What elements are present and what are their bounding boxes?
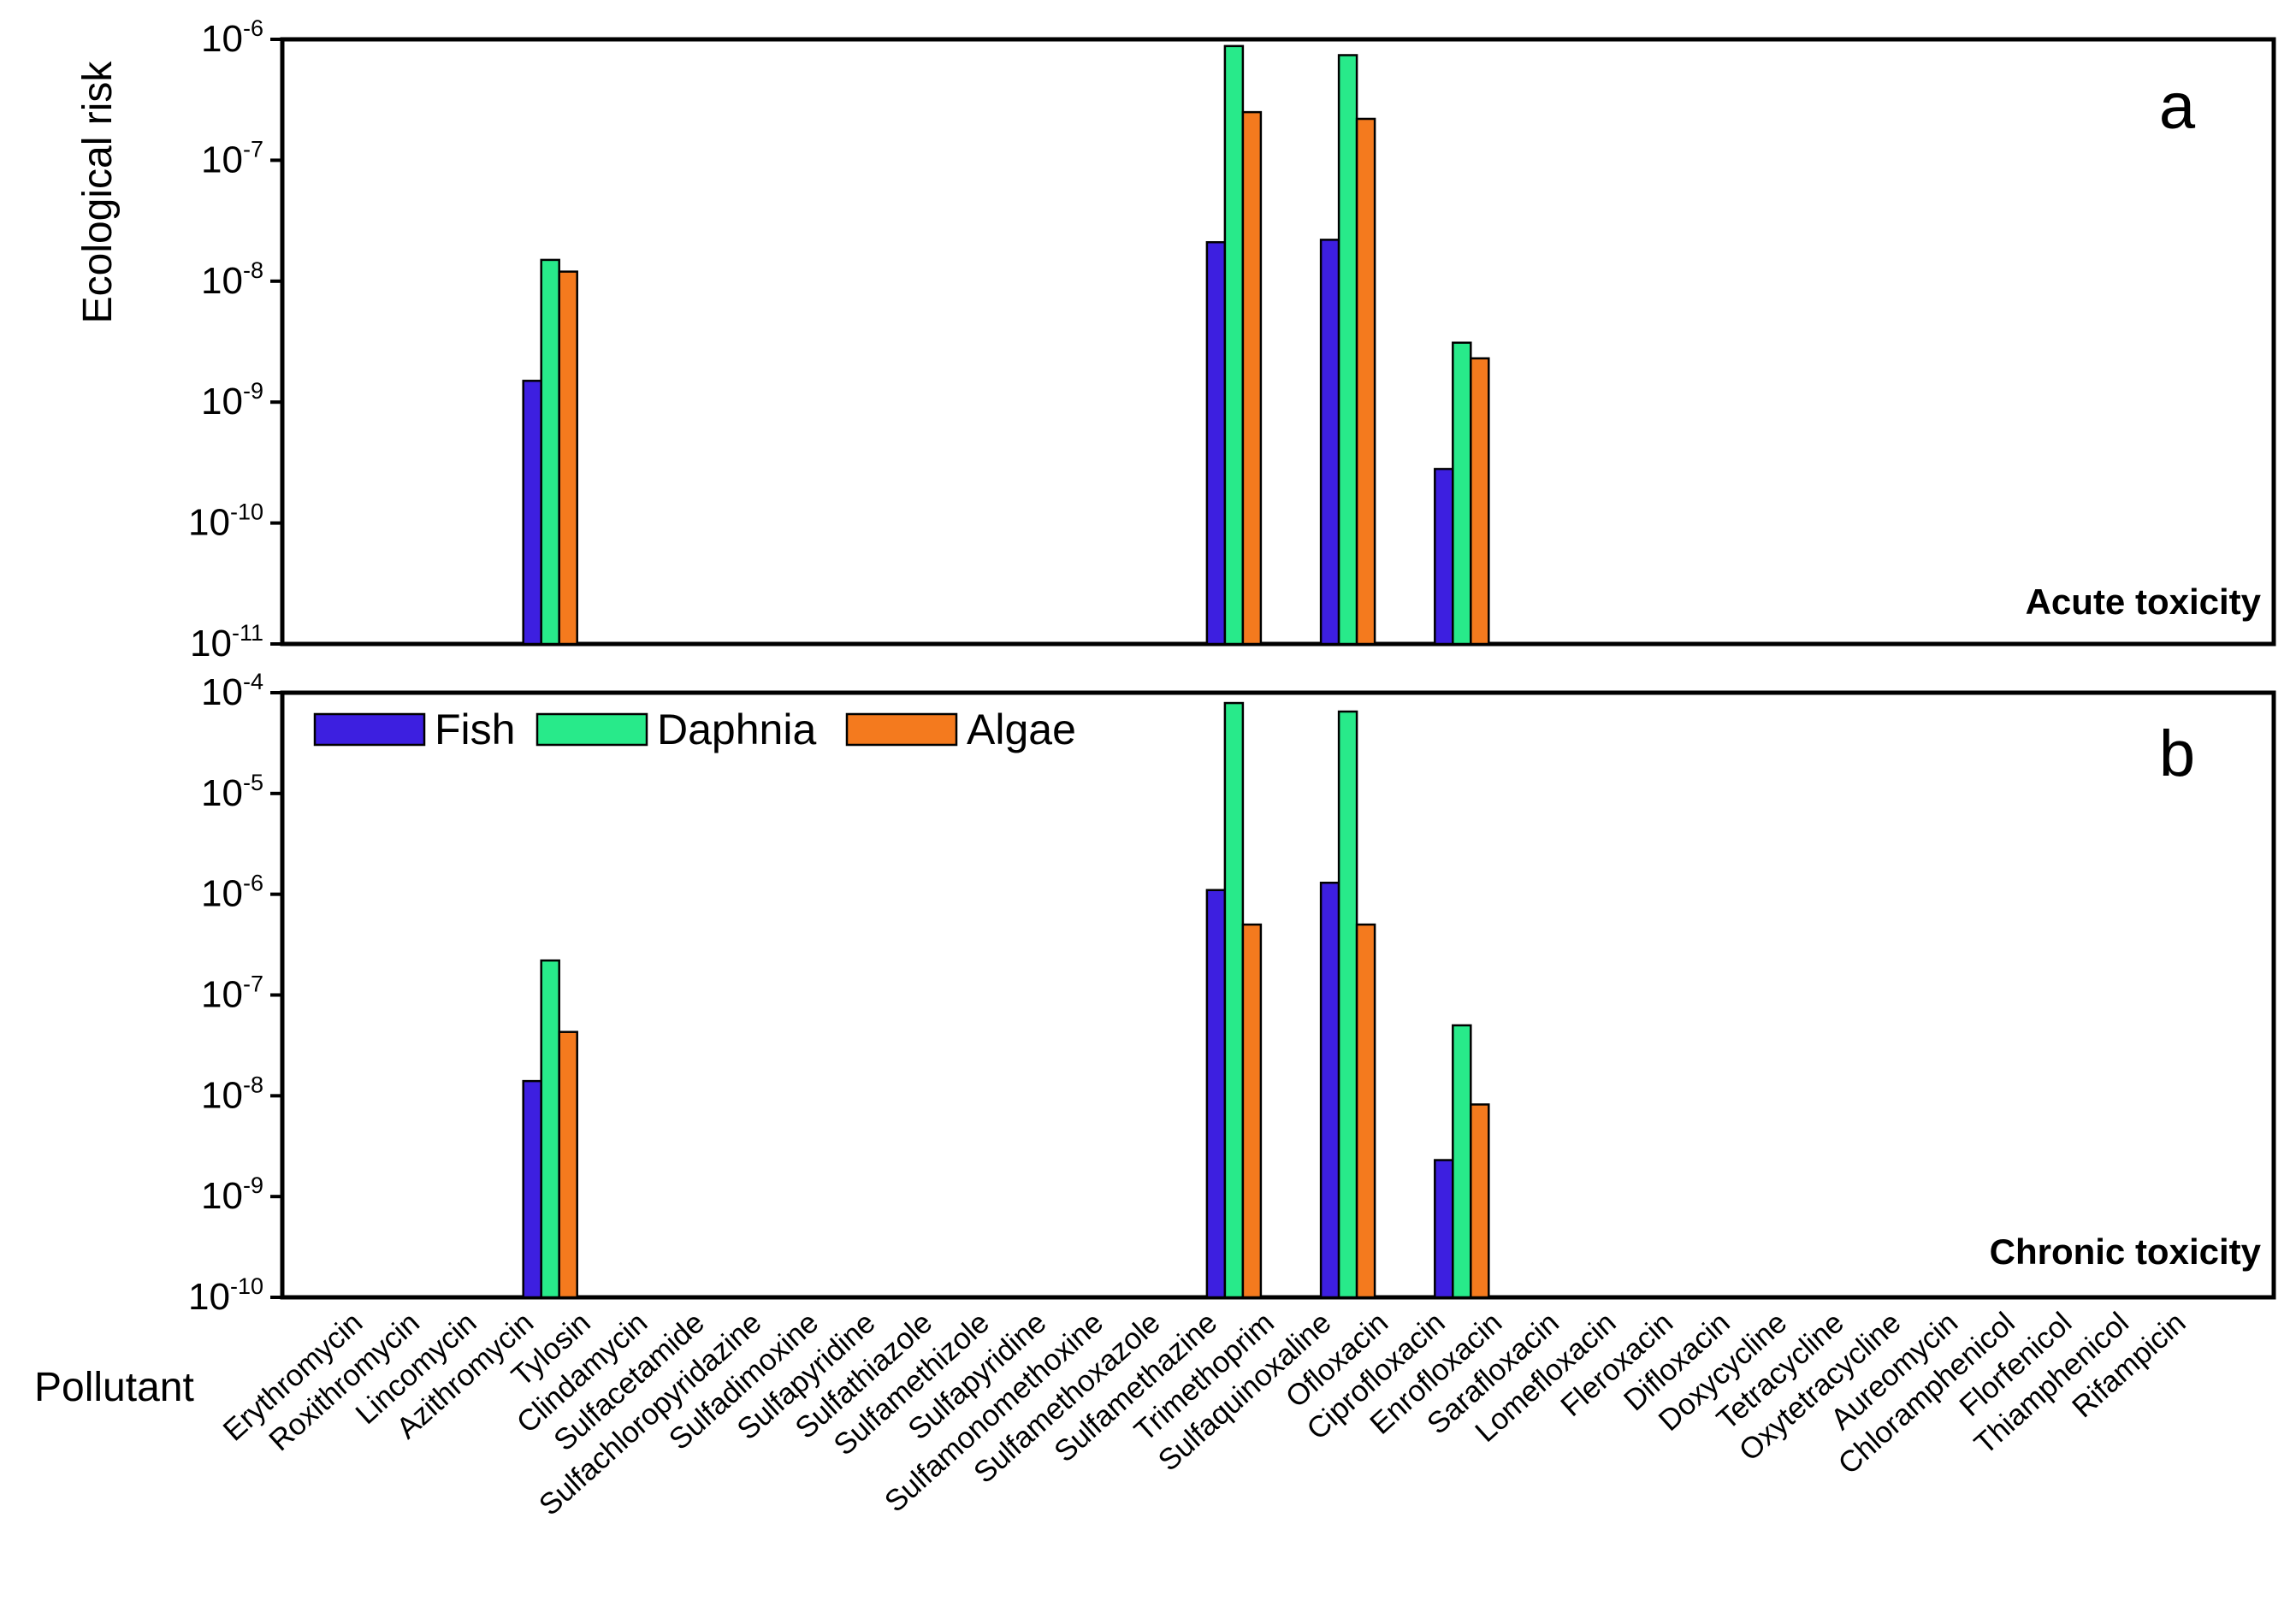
y-tick-label: 10-11 (190, 620, 263, 664)
y-tick-base: 10 (201, 671, 243, 713)
bar-daphnia (540, 258, 560, 646)
y-tick-base: 10 (190, 623, 232, 664)
y-tick-label: 10-7 (201, 136, 263, 180)
bar-daphnia (1452, 1024, 1472, 1299)
legend-swatch-algae (845, 712, 958, 747)
bar-algae (1241, 110, 1263, 646)
y-tick-label: 10-8 (201, 1072, 263, 1116)
bar-daphnia (1452, 341, 1472, 646)
bar-fish (1434, 1159, 1454, 1299)
y-tick-exponent: -7 (243, 971, 263, 997)
y-tick-base: 10 (188, 502, 230, 544)
x-axis-title: Pollutant (34, 1365, 194, 1410)
panel-b-plot-frame (280, 690, 2276, 1300)
bar-algae (1355, 117, 1376, 646)
y-tick-base: 10 (201, 1175, 243, 1217)
panel-b-corner-label: Chronic toxicity (1990, 1231, 2262, 1272)
legend-label-daphnia: Daphnia (657, 706, 816, 753)
y-tick-exponent: -8 (243, 257, 263, 283)
bar-fish (1205, 240, 1227, 646)
y-tick-exponent: -5 (243, 770, 263, 795)
y-tick-label: 10-6 (201, 871, 263, 915)
y-tick-label: 10-4 (201, 669, 263, 713)
y-tick-exponent: -10 (230, 499, 263, 525)
y-tick-label: 10-9 (201, 1172, 263, 1217)
legend-swatch-fish (313, 712, 426, 747)
y-tick-exponent: -8 (243, 1072, 263, 1097)
y-tick-base: 10 (201, 139, 243, 180)
panel-a-letter: a (2159, 70, 2196, 143)
bar-fish (1205, 889, 1227, 1299)
y-tick-label: 10-7 (201, 971, 263, 1016)
bar-fish (1319, 881, 1340, 1299)
legend: Fish Daphnia Algae (313, 706, 1076, 753)
y-tick-exponent: -4 (243, 669, 263, 694)
y-tick-base: 10 (188, 1276, 230, 1318)
bar-algae (1241, 923, 1263, 1299)
legend-swatch-daphnia (536, 712, 648, 747)
bar-daphnia (540, 959, 560, 1299)
panel-a-bars (522, 44, 1490, 646)
panel-b-letter: b (2159, 718, 2195, 790)
panel-b-bars (522, 701, 1490, 1299)
y-tick-base: 10 (201, 974, 243, 1016)
bar-algae (1355, 923, 1376, 1299)
bar-daphnia (1223, 701, 1245, 1299)
bar-algae (558, 1031, 578, 1299)
y-tick-exponent: -9 (243, 1172, 263, 1198)
bar-fish (522, 1079, 542, 1299)
panel-a-corner-label: Acute toxicity (2026, 582, 2262, 622)
y-tick-exponent: -11 (232, 620, 263, 646)
bar-daphnia (1337, 54, 1358, 646)
y-tick-base: 10 (201, 772, 243, 814)
bar-fish (1319, 239, 1340, 646)
panel-a-plot-frame (280, 37, 2276, 647)
y-tick-label: 10-5 (201, 770, 263, 814)
y-tick-base: 10 (201, 18, 243, 60)
y-tick-base: 10 (201, 873, 243, 915)
y-tick-exponent: -6 (243, 15, 263, 41)
y-tick-exponent: -10 (230, 1273, 263, 1299)
bar-fish (1434, 468, 1454, 646)
y-axis-title: Ecological risk (75, 61, 121, 324)
y-tick-label: 10-6 (201, 15, 263, 60)
y-tick-label: 10-9 (201, 378, 263, 422)
y-tick-exponent: -6 (243, 871, 263, 896)
bar-algae (558, 270, 578, 646)
bar-algae (1470, 1103, 1490, 1299)
y-tick-base: 10 (201, 260, 243, 302)
bar-daphnia (1337, 710, 1358, 1299)
y-tick-base: 10 (201, 1074, 243, 1116)
y-tick-exponent: -9 (243, 378, 263, 404)
x-category-labels: ErythromycinRoxithromycinLincomycinAzith… (216, 1306, 2192, 1522)
y-tick-base: 10 (201, 381, 243, 422)
y-tick-exponent: -7 (243, 136, 263, 162)
legend-label-fish: Fish (435, 706, 515, 753)
legend-label-algae: Algae (967, 706, 1076, 753)
y-tick-label: 10-10 (188, 499, 263, 544)
y-tick-label: 10-10 (188, 1273, 263, 1318)
bar-daphnia (1223, 44, 1245, 646)
bar-fish (522, 380, 542, 646)
bar-algae (1470, 357, 1490, 646)
y-tick-label: 10-8 (201, 257, 263, 302)
